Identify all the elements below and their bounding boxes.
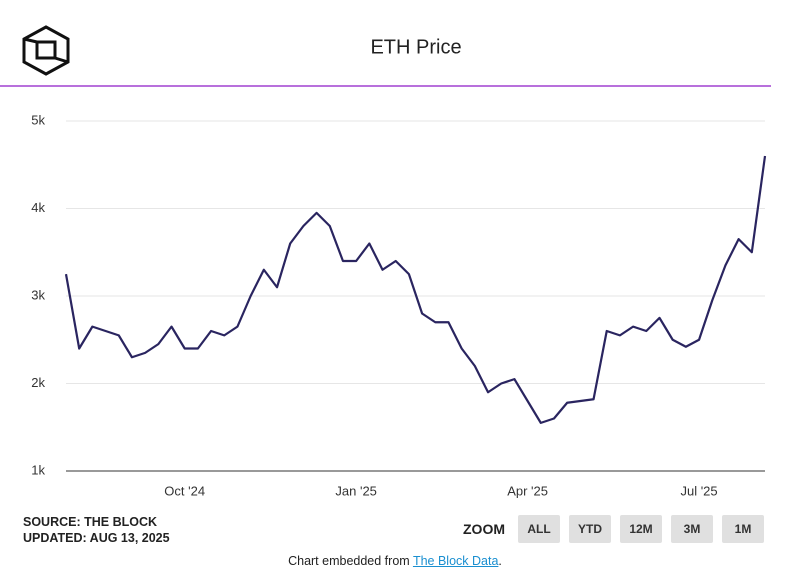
y-tick-label: 2k xyxy=(31,375,45,390)
zoom-button[interactable]: 12M xyxy=(620,515,662,543)
x-tick-label: Apr '25 xyxy=(507,483,548,498)
zoom-button[interactable]: YTD xyxy=(569,515,611,543)
embed-suffix: . xyxy=(498,554,502,568)
x-tick-label: Jul '25 xyxy=(680,483,717,498)
x-tick-label: Jan '25 xyxy=(335,483,377,498)
embed-note: Chart embedded from The Block Data. xyxy=(0,554,790,568)
logo xyxy=(22,25,70,76)
zoom-button[interactable]: ALL xyxy=(518,515,560,543)
zoom-button[interactable]: 1M xyxy=(722,515,764,543)
source: SOURCE: THE BLOCK xyxy=(23,515,158,529)
chart-title: ETH Price xyxy=(370,36,461,58)
embed-link[interactable]: The Block Data xyxy=(412,554,499,568)
y-tick-label: 3k xyxy=(31,287,45,302)
x-tick-label: Oct '24 xyxy=(164,483,205,498)
zoom-button[interactable]: 3M xyxy=(671,515,713,543)
price-line xyxy=(64,155,767,424)
y-tick-label: 5k xyxy=(31,112,45,127)
updated: UPDATED: AUG 13, 2025 xyxy=(23,531,170,545)
y-tick-label: 1k xyxy=(31,462,45,477)
zoom-label: ZOOM xyxy=(463,521,505,537)
y-tick-label: 4k xyxy=(31,200,45,215)
embed-prefix: Chart embedded from xyxy=(288,554,413,568)
